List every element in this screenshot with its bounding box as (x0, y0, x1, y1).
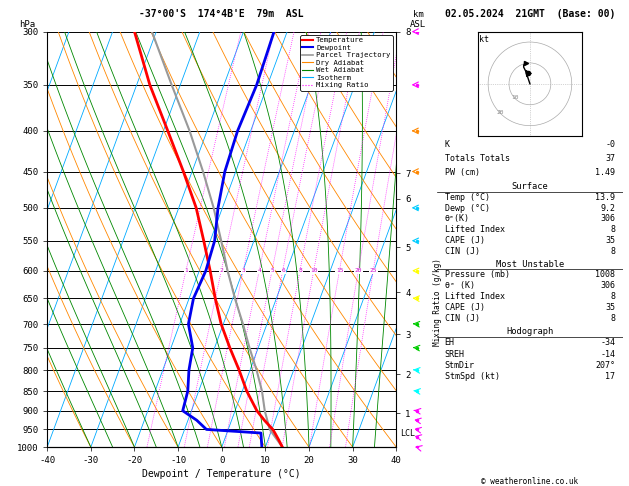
Text: -14: -14 (600, 349, 615, 359)
Text: 35: 35 (605, 236, 615, 245)
Text: 8: 8 (610, 292, 615, 301)
Text: 1: 1 (184, 268, 188, 273)
Text: 10: 10 (310, 268, 318, 273)
Text: CAPE (J): CAPE (J) (445, 236, 484, 245)
Text: -0: -0 (605, 140, 615, 149)
Text: StmDir: StmDir (445, 361, 474, 370)
Text: km
ASL: km ASL (410, 10, 426, 29)
Text: 25: 25 (370, 268, 377, 273)
Text: StmSpd (kt): StmSpd (kt) (445, 372, 499, 381)
Text: Totals Totals: Totals Totals (445, 154, 509, 163)
Text: 6: 6 (281, 268, 285, 273)
Text: CIN (J): CIN (J) (445, 247, 479, 256)
Text: 20: 20 (496, 110, 504, 115)
Text: 15: 15 (336, 268, 343, 273)
Text: 5: 5 (270, 268, 274, 273)
Text: LCL: LCL (400, 429, 415, 437)
Text: 2: 2 (220, 268, 223, 273)
Text: 17: 17 (605, 372, 615, 381)
X-axis label: Dewpoint / Temperature (°C): Dewpoint / Temperature (°C) (142, 469, 301, 479)
Text: 37: 37 (605, 154, 615, 163)
Text: 9.2: 9.2 (600, 204, 615, 213)
Text: SREH: SREH (445, 349, 465, 359)
Text: EH: EH (445, 338, 455, 347)
Text: 10: 10 (511, 95, 519, 100)
Text: 35: 35 (605, 303, 615, 312)
Text: 8: 8 (610, 247, 615, 256)
Text: 20: 20 (355, 268, 362, 273)
Text: © weatheronline.co.uk: © weatheronline.co.uk (481, 477, 579, 486)
Text: Lifted Index: Lifted Index (445, 225, 504, 234)
Text: Pressure (mb): Pressure (mb) (445, 270, 509, 279)
Text: Temp (°C): Temp (°C) (445, 193, 489, 202)
Text: hPa: hPa (19, 20, 35, 29)
Text: 02.05.2024  21GMT  (Base: 00): 02.05.2024 21GMT (Base: 00) (445, 9, 615, 19)
Text: kt: kt (479, 35, 489, 44)
Text: θᵉ(K): θᵉ(K) (445, 214, 470, 224)
Text: 8: 8 (298, 268, 302, 273)
Text: CAPE (J): CAPE (J) (445, 303, 484, 312)
Text: Mixing Ratio (g/kg): Mixing Ratio (g/kg) (433, 258, 442, 346)
Text: 8: 8 (610, 314, 615, 323)
Text: Dewp (°C): Dewp (°C) (445, 204, 489, 213)
Text: 306: 306 (600, 281, 615, 291)
Text: PW (cm): PW (cm) (445, 168, 479, 177)
Text: Hodograph: Hodograph (506, 327, 554, 336)
Text: 8: 8 (610, 225, 615, 234)
Text: 13.9: 13.9 (595, 193, 615, 202)
Text: K: K (445, 140, 450, 149)
Text: Lifted Index: Lifted Index (445, 292, 504, 301)
Text: CIN (J): CIN (J) (445, 314, 479, 323)
Text: -37°00'S  174°4B'E  79m  ASL: -37°00'S 174°4B'E 79m ASL (140, 9, 304, 19)
Text: θᵉ (K): θᵉ (K) (445, 281, 474, 291)
Text: Most Unstable: Most Unstable (496, 260, 564, 269)
Text: 1.49: 1.49 (595, 168, 615, 177)
Text: 207°: 207° (595, 361, 615, 370)
Legend: Temperature, Dewpoint, Parcel Trajectory, Dry Adiabat, Wet Adiabat, Isotherm, Mi: Temperature, Dewpoint, Parcel Trajectory… (300, 35, 392, 90)
Text: -34: -34 (600, 338, 615, 347)
Text: 3: 3 (242, 268, 245, 273)
Text: Surface: Surface (511, 182, 548, 191)
Text: 306: 306 (600, 214, 615, 224)
Text: 1008: 1008 (595, 270, 615, 279)
Text: 4: 4 (258, 268, 262, 273)
